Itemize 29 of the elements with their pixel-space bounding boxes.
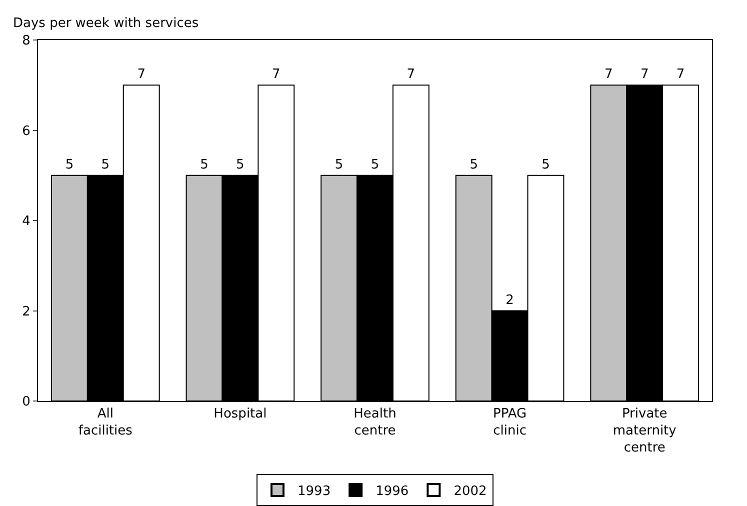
x-tick-label: PPAG clinic <box>493 406 527 438</box>
data-label: 5 <box>334 157 344 172</box>
x-tick-label: All facilities <box>78 406 133 438</box>
data-label: 5 <box>470 157 478 172</box>
legend-label: 1996 <box>376 484 409 500</box>
data-label: 5 <box>101 157 110 172</box>
y-tick-label: 8 <box>22 34 30 49</box>
data-label: 5 <box>370 157 380 172</box>
legend-label: 1993 <box>298 484 331 500</box>
y-tick-label: 0 <box>22 394 30 410</box>
y-tick-label: 6 <box>22 124 30 139</box>
data-label: 7 <box>137 67 146 82</box>
legend-label: 2002 <box>454 484 487 500</box>
y-tick-label: 2 <box>22 304 30 320</box>
data-label: 7 <box>676 67 685 82</box>
data-label: 2 <box>506 292 514 308</box>
data-label: 5 <box>236 157 244 172</box>
x-tick-label: Private maternity centre <box>612 406 677 456</box>
y-tick-label: 4 <box>22 214 30 230</box>
data-label: 5 <box>200 157 208 172</box>
y-axis-title: Days per week with services <box>13 16 199 31</box>
data-label: 5 <box>542 157 550 172</box>
data-label: 7 <box>640 67 649 82</box>
data-label: 5 <box>65 157 74 172</box>
data-label: 7 <box>406 67 416 82</box>
data-label: 7 <box>272 67 280 82</box>
data-label: 7 <box>604 67 613 82</box>
x-tick-label: Hospital <box>214 406 267 422</box>
x-tick-label: Health centre <box>354 406 396 438</box>
